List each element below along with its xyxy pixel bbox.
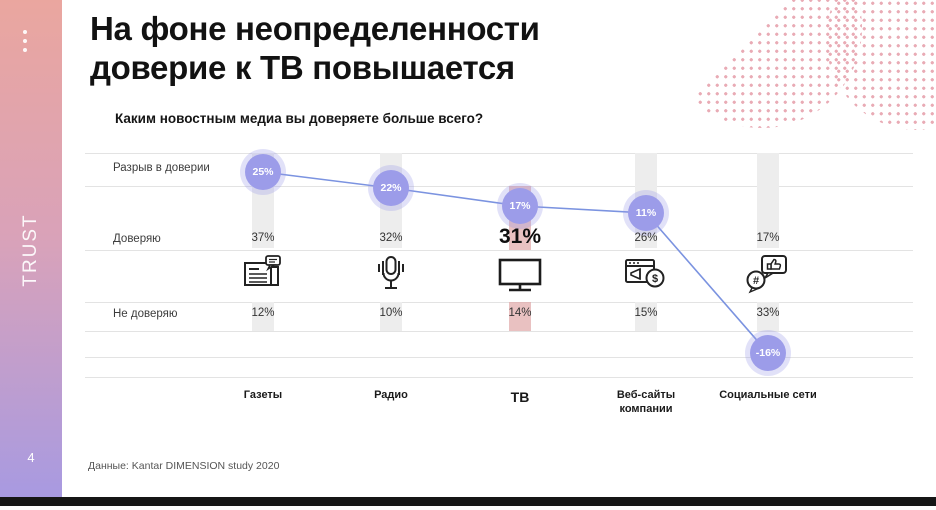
- category-label: Газеты: [243, 389, 283, 401]
- gap-marker: 17%: [502, 188, 538, 224]
- social-media-icon: #: [708, 249, 828, 299]
- gridline: [85, 153, 913, 154]
- gap-marker: 22%: [373, 170, 409, 206]
- page-number: 4: [27, 450, 35, 465]
- trust-chart: 25% 22% 17% 11% -16% Разрыв в доверии До…: [85, 148, 913, 415]
- data-source-note: Данные: Kantar DIMENSION study 2020: [88, 460, 280, 472]
- sidebar: TRUST 4: [0, 0, 62, 497]
- title-line1: На фоне неопределенности: [90, 10, 540, 47]
- column-band: [380, 302, 402, 331]
- column-band: [757, 153, 779, 248]
- distrust-value: 10%: [379, 307, 403, 319]
- gridline: [85, 357, 913, 358]
- category-label: Веб-сайты компании: [616, 389, 676, 415]
- gridline: [85, 377, 913, 378]
- menu-icon[interactable]: [23, 30, 27, 52]
- slide-title: На фоне неопределенности доверие к ТВ по…: [90, 10, 540, 87]
- section-label: TRUST: [20, 213, 41, 287]
- dotted-circle: [826, 0, 936, 130]
- gap-marker: -16%: [750, 335, 786, 371]
- gridline: [85, 302, 913, 303]
- distrust-value: 15%: [634, 307, 658, 319]
- distrust-value: 12%: [251, 307, 275, 319]
- trust-value-tv: 31%: [498, 225, 542, 248]
- distrust-value: 33%: [756, 307, 780, 319]
- trust-value: 32%: [379, 232, 403, 244]
- row-label-trust: Доверяю: [113, 233, 161, 245]
- svg-text:$: $: [652, 273, 658, 285]
- column-band: [635, 302, 657, 331]
- gridline: [85, 186, 913, 187]
- chart-question: Каким новостным медиа вы доверяете больш…: [115, 111, 484, 126]
- category-label: Социальные сети: [719, 389, 817, 401]
- dotted-halfcircle: [674, 0, 862, 128]
- highlight-band-tv: [509, 302, 531, 331]
- trust-value: 37%: [251, 232, 275, 244]
- tv-icon: [460, 249, 580, 299]
- column-band: [757, 302, 779, 331]
- column-band: [252, 302, 274, 331]
- bottom-edge-bar: [0, 497, 936, 506]
- gridline: [85, 331, 913, 332]
- gap-marker: 11%: [628, 195, 664, 231]
- gridline: [85, 250, 913, 251]
- microphone-icon: [331, 249, 451, 299]
- gap-marker: 25%: [245, 154, 281, 190]
- row-label-distrust: Не доверяю: [113, 308, 178, 320]
- browser-ad-icon: $: [586, 249, 706, 299]
- distrust-value: 14%: [508, 307, 532, 319]
- trust-value: 26%: [634, 232, 658, 244]
- row-label-gap: Разрыв в доверии: [113, 162, 210, 174]
- decorative-dot-pattern: [674, 0, 936, 142]
- title-line2: доверие к ТВ повышается: [90, 48, 515, 86]
- category-label-tv: ТВ: [510, 389, 530, 405]
- newspaper-icon: [203, 249, 323, 299]
- category-label: Радио: [374, 389, 408, 401]
- svg-text:#: #: [753, 275, 759, 287]
- trust-value: 17%: [756, 232, 780, 244]
